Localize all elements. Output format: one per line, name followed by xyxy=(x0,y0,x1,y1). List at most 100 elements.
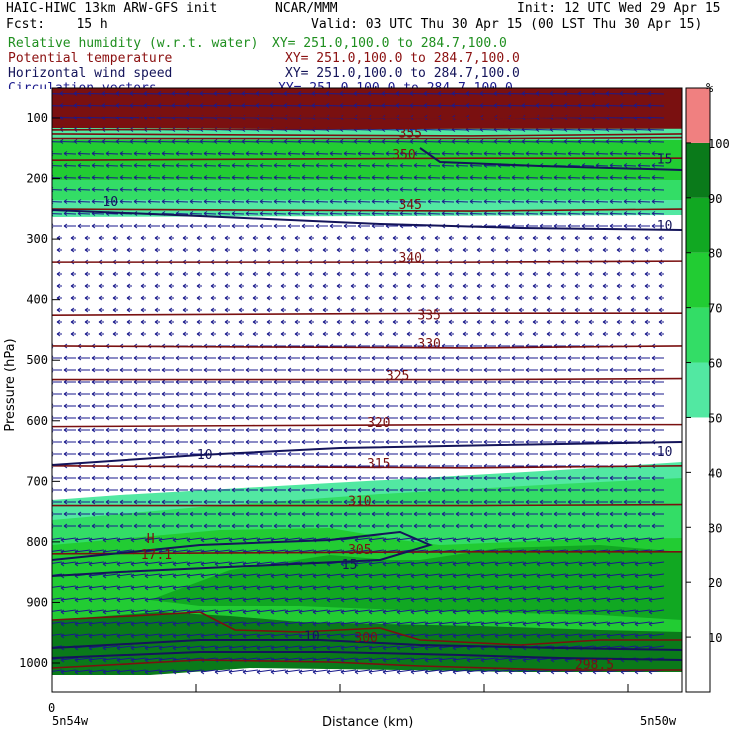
wind-vector xyxy=(259,523,272,529)
wind-vector xyxy=(280,283,286,289)
wind-vector xyxy=(508,537,525,543)
wind-vector xyxy=(595,211,609,216)
wind-vector xyxy=(637,211,651,216)
wind-label: 10 xyxy=(197,448,213,463)
wind-vector xyxy=(399,499,412,505)
wind-vector xyxy=(546,247,552,253)
wind-vector xyxy=(154,307,160,313)
wind-vector xyxy=(322,307,328,313)
wind-vector xyxy=(413,151,427,156)
wind-vector xyxy=(483,511,496,517)
wind-vector xyxy=(549,91,567,96)
wind-vector xyxy=(231,163,245,168)
wind-vector xyxy=(633,103,651,108)
wind-vector xyxy=(651,391,664,397)
wind-vector xyxy=(224,283,230,289)
wind-vector xyxy=(161,223,174,229)
wind-vector xyxy=(88,561,105,567)
wind-vector xyxy=(476,235,482,241)
wind-vector xyxy=(609,367,622,373)
wind-vector xyxy=(448,283,454,289)
theta-contour-line xyxy=(52,114,682,119)
wind-vector xyxy=(399,487,412,493)
wind-vector xyxy=(423,103,441,108)
wind-vector xyxy=(406,283,412,289)
wind-vector xyxy=(637,379,650,385)
wind-vector xyxy=(441,439,454,445)
wind-vector xyxy=(245,475,258,481)
wind-label: 10 xyxy=(657,219,673,234)
wind-vector xyxy=(385,391,398,397)
wind-vector xyxy=(133,511,146,517)
wind-vector xyxy=(98,235,104,241)
wind-vector xyxy=(214,633,231,639)
wind-vector xyxy=(270,585,287,591)
wind-vector xyxy=(126,295,132,301)
wind-vector xyxy=(371,427,384,433)
wind-vector xyxy=(350,283,356,289)
wind-vector xyxy=(395,91,413,96)
wind-vector xyxy=(157,103,175,108)
wind-vector xyxy=(308,307,314,313)
theta-contour-line xyxy=(52,312,682,316)
wind-vector xyxy=(616,319,622,325)
wind-vector xyxy=(553,187,567,192)
wind-vector xyxy=(77,487,90,493)
wind-vector xyxy=(147,355,160,361)
wind-vector xyxy=(644,247,650,253)
wind-vector xyxy=(214,597,231,603)
wind-vector xyxy=(420,235,426,241)
wind-vector xyxy=(371,199,385,204)
wind-vector xyxy=(536,573,553,579)
wind-vector xyxy=(256,585,273,591)
wind-vector xyxy=(567,451,580,457)
wind-vector xyxy=(409,91,427,96)
wind-vector xyxy=(564,633,581,639)
wind-vector xyxy=(644,307,650,313)
colorbar-tick-label: 50 xyxy=(708,411,722,425)
wind-vector xyxy=(476,271,482,277)
wind-vector xyxy=(522,621,539,627)
wind-vector xyxy=(228,669,245,675)
wind-vector xyxy=(238,319,244,325)
wind-vector xyxy=(259,475,272,481)
wind-vector xyxy=(371,475,384,481)
wind-vector xyxy=(147,223,160,229)
wind-vector xyxy=(91,451,104,457)
wind-vector xyxy=(56,307,62,313)
wind-vector xyxy=(651,223,664,229)
wind-vector xyxy=(343,187,357,192)
wind-vector xyxy=(74,633,91,639)
wind-vector xyxy=(385,151,399,156)
wind-vector xyxy=(410,561,427,567)
wind-vector xyxy=(385,427,398,433)
wind-vector xyxy=(116,561,133,567)
wind-vector xyxy=(231,151,245,156)
wind-vector xyxy=(536,561,553,567)
wind-vector xyxy=(469,499,482,505)
wind-vector xyxy=(168,271,174,277)
wind-vector xyxy=(154,319,160,325)
wind-vector xyxy=(126,247,132,253)
wind-vector xyxy=(508,597,525,603)
wind-vector xyxy=(493,139,511,144)
wind-vector xyxy=(550,573,567,579)
wind-vector xyxy=(595,499,608,505)
colorbar-tick-label: 100 xyxy=(708,137,730,151)
y-tick-label: 200 xyxy=(26,172,48,186)
wind-vector xyxy=(284,621,301,627)
wind-vector xyxy=(115,91,133,96)
wind-vector xyxy=(553,367,566,373)
wind-vector xyxy=(511,403,524,409)
wind-vector xyxy=(581,379,594,385)
wind-vector xyxy=(91,367,104,373)
wind-vector xyxy=(518,319,524,325)
wind-vector xyxy=(311,91,329,96)
wind-vector xyxy=(168,295,174,301)
wind-vector xyxy=(378,319,384,325)
wind-vector xyxy=(522,597,539,603)
wind-vector xyxy=(186,669,203,675)
wind-vector xyxy=(455,487,468,493)
wind-vector xyxy=(651,355,664,361)
wind-vector xyxy=(63,523,76,529)
